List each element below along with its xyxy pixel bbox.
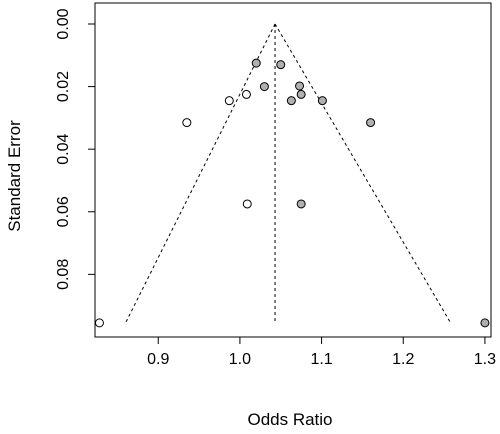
x-tick-label: 1.0 — [229, 351, 251, 368]
data-point — [259, 82, 269, 92]
y-tick-label: 0.02 — [55, 71, 72, 102]
plot-frame — [94, 2, 492, 338]
x-tick-label: 1.2 — [392, 351, 414, 368]
data-point — [241, 89, 251, 99]
y-tick-label: 0.06 — [55, 196, 72, 227]
x-tick-label: 1.1 — [310, 351, 332, 368]
y-tick-label: 0.00 — [55, 8, 72, 39]
data-point — [480, 318, 490, 328]
study-points — [94, 58, 490, 328]
data-point — [182, 118, 192, 128]
data-point — [295, 81, 305, 91]
data-point — [94, 318, 104, 328]
funnel-left-line — [125, 23, 276, 324]
x-axis-title: Odds Ratio — [247, 410, 332, 429]
y-tick-label: 0.04 — [55, 134, 72, 165]
funnel-lines — [125, 23, 452, 324]
data-point — [242, 199, 252, 209]
data-point — [296, 89, 306, 99]
x-axis: 0.9 1.0 1.1 1.2 1.3 — [147, 337, 496, 368]
funnel-right-line — [274, 23, 452, 324]
data-point — [366, 118, 376, 128]
data-point — [286, 96, 296, 106]
y-tick-label: 0.08 — [55, 259, 72, 290]
data-point — [317, 96, 327, 106]
x-tick-label: 0.9 — [147, 351, 169, 368]
x-tick-label: 1.3 — [474, 351, 496, 368]
data-point — [296, 199, 306, 209]
y-axis-title: Standard Error — [5, 120, 24, 232]
data-point — [251, 58, 261, 68]
data-point — [276, 60, 286, 70]
data-point — [224, 96, 234, 106]
y-axis: 0.00 0.02 0.04 0.06 0.08 — [55, 8, 95, 290]
